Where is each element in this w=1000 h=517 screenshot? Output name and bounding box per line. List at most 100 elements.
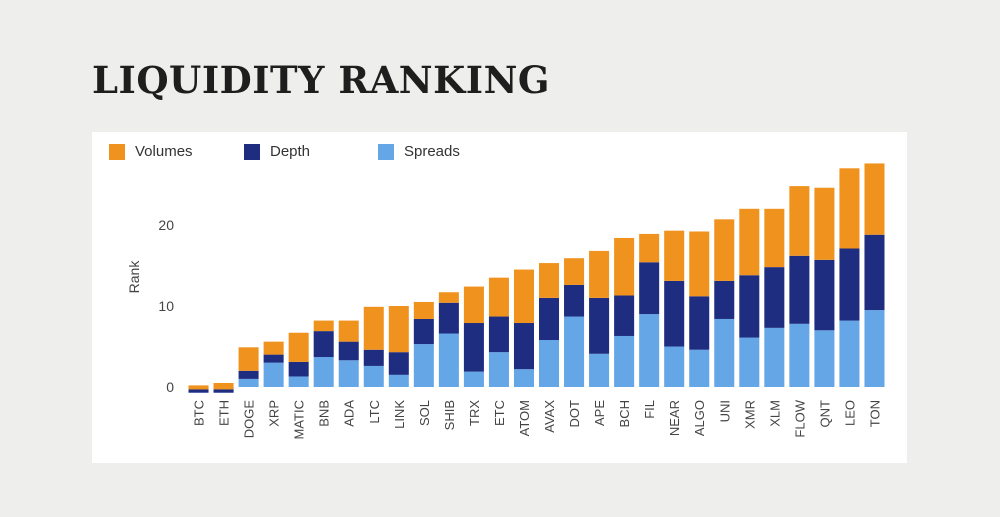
x-tick-label-doge: DOGE [242, 400, 257, 439]
x-tick-label-algo: ALGO [692, 400, 707, 436]
x-tick-label-sol: SOL [417, 400, 432, 426]
bar-depth-sol [413, 318, 434, 345]
bar-volumes-flow [789, 186, 810, 256]
bar-depth-ape [589, 297, 610, 354]
bar-depth-link [388, 352, 409, 375]
y-axis-label: Rank [126, 260, 142, 294]
bar-volumes-link [388, 306, 409, 353]
bar-volumes-shib [438, 292, 459, 303]
bar-spreads-dot [564, 316, 585, 387]
bar-spreads-xmr [739, 337, 760, 387]
legend-item-volumes: Volumes [109, 143, 193, 160]
bar-spreads-bch [614, 335, 635, 387]
legend-swatch-depth [244, 143, 260, 160]
bar-depth-xmr [739, 275, 760, 338]
bar-spreads-ape [589, 353, 610, 387]
bar-spreads-trx [463, 371, 484, 387]
x-tick-label-ltc: LTC [367, 400, 382, 424]
x-tick-label-ape: APE [592, 400, 607, 426]
legend-label-volumes: Volumes [135, 143, 193, 160]
chart-legend: Volumes Depth Spreads [92, 132, 907, 172]
bar-spreads-fil [639, 314, 660, 387]
bar-depth-avax [539, 297, 560, 341]
x-tick-label-avax: AVAX [542, 400, 557, 433]
bar-spreads-ton [864, 310, 885, 387]
x-tick-label-flow: FLOW [792, 399, 807, 437]
bar-depth-atom [513, 323, 534, 370]
x-tick-label-leo: LEO [842, 400, 857, 426]
bar-depth-doge [238, 370, 259, 379]
bar-depth-leo [839, 248, 860, 321]
bar-volumes-trx [463, 286, 484, 324]
bar-spreads-shib [438, 333, 459, 387]
bar-spreads-qnt [814, 330, 835, 387]
x-tick-label-near: NEAR [667, 400, 682, 436]
x-tick-label-link: LINK [392, 400, 407, 429]
x-tick-label-shib: SHIB [442, 400, 457, 430]
bar-spreads-ada [338, 360, 359, 387]
bar-volumes-near [664, 230, 685, 281]
bar-depth-eth [213, 389, 234, 393]
x-tick-label-atom: ATOM [517, 400, 532, 436]
bar-depth-xrp [263, 354, 284, 363]
bar-spreads-ltc [363, 365, 384, 387]
bar-depth-shib [438, 302, 459, 334]
bar-volumes-doge [238, 347, 259, 371]
x-tick-label-xmr: XMR [742, 400, 757, 429]
bar-volumes-bnb [313, 320, 334, 332]
bar-depth-algo [689, 296, 710, 350]
bar-depth-qnt [814, 259, 835, 331]
y-tick-label: 20 [158, 217, 174, 233]
bar-depth-ton [864, 234, 885, 311]
bar-volumes-xmr [739, 208, 760, 276]
bar-spreads-uni [714, 318, 735, 387]
bar-volumes-ape [589, 250, 610, 298]
bar-depth-matic [288, 361, 309, 377]
bar-volumes-matic [288, 332, 309, 362]
x-tick-label-ton: TON [867, 400, 882, 427]
bar-volumes-algo [689, 231, 710, 297]
bar-spreads-avax [539, 340, 560, 387]
x-tick-label-uni: UNI [717, 400, 732, 422]
chart-panel: Volumes Depth Spreads Rank 0 10 20 BTC ETH D… [92, 132, 907, 463]
x-tick-label-dot: DOT [567, 400, 582, 428]
bar-volumes-qnt [814, 187, 835, 260]
bar-spreads-bnb [313, 357, 334, 387]
bar-volumes-uni [714, 219, 735, 281]
bar-depth-fil [639, 262, 660, 315]
stacked-bar-chart: Rank 0 10 20 BTC ETH DOGE XRP MATIC BNB ADA LTC LI… [126, 163, 885, 439]
x-tick-label-bch: BCH [617, 400, 632, 427]
bar-volumes-etc [488, 277, 509, 317]
legend-item-depth: Depth [244, 143, 310, 160]
legend-label-spreads: Spreads [404, 143, 460, 160]
bar-spreads-near [664, 346, 685, 387]
bar-depth-btc [188, 389, 209, 393]
x-tick-label-btc: BTC [192, 400, 207, 426]
bar-volumes-xrp [263, 341, 284, 355]
bar-spreads-etc [488, 352, 509, 387]
x-tick-label-xrp: XRP [267, 400, 282, 427]
bar-spreads-atom [513, 369, 534, 387]
bar-volumes-leo [839, 168, 860, 249]
x-tick-label-bnb: BNB [317, 400, 332, 427]
bar-depth-uni [714, 280, 735, 319]
bar-spreads-matic [288, 376, 309, 387]
bar-volumes-sol [413, 301, 434, 319]
bar-depth-xlm [764, 267, 785, 328]
bar-volumes-ada [338, 320, 359, 342]
bar-volumes-fil [639, 233, 660, 263]
legend-swatch-volumes [109, 143, 125, 160]
x-tick-label-matic: MATIC [292, 400, 307, 439]
bar-depth-near [664, 280, 685, 347]
bar-depth-etc [488, 316, 509, 353]
bar-depth-flow [789, 255, 810, 324]
bar-volumes-ltc [363, 306, 384, 350]
bar-spreads-link [388, 374, 409, 387]
bar-spreads-xrp [263, 362, 284, 387]
bar-depth-trx [463, 323, 484, 372]
bar-depth-ltc [363, 349, 384, 366]
bar-depth-bch [614, 295, 635, 336]
y-tick-label: 10 [158, 298, 174, 314]
bar-volumes-xlm [764, 208, 785, 268]
x-tick-label-ada: ADA [342, 400, 357, 427]
